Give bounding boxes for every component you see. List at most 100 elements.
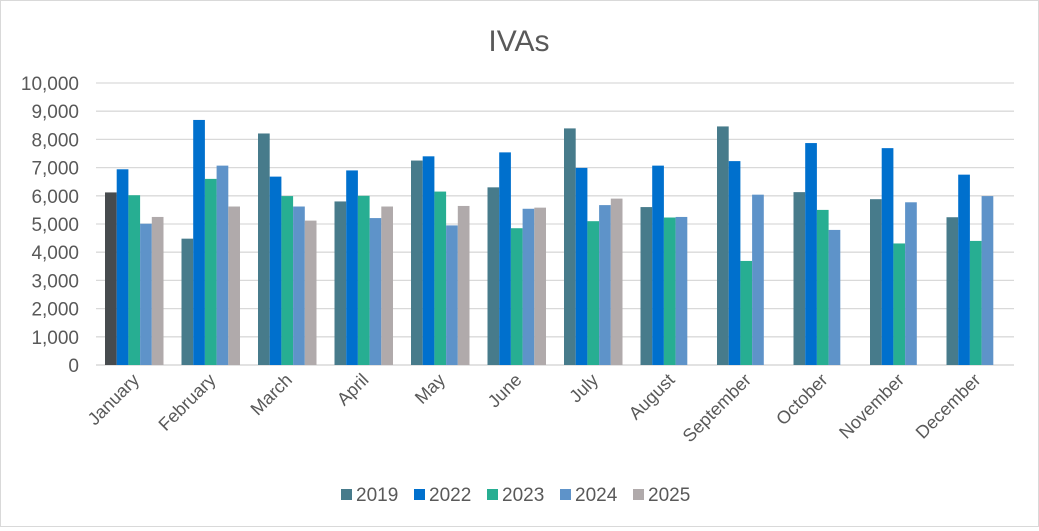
x-axis: January February March April May June July Augu… xyxy=(84,370,985,446)
y-tick-label: 3,000 xyxy=(31,271,79,292)
bar-2023-march[interactable] xyxy=(281,196,294,365)
bar-2019-december[interactable] xyxy=(946,217,959,365)
legend-label: 2023 xyxy=(502,485,544,506)
y-axis: 0 1,000 2,000 3,000 4,000 5,000 6,000 7,000 8,00… xyxy=(21,74,79,377)
bar-2023-february[interactable] xyxy=(204,178,217,365)
bar-2023-june[interactable] xyxy=(510,228,523,365)
legend-swatch xyxy=(633,489,644,500)
bar-2019-march[interactable] xyxy=(258,133,270,365)
bar-2019-may[interactable] xyxy=(411,160,423,365)
bar-2022-march[interactable] xyxy=(269,176,282,365)
bar-2019-september[interactable] xyxy=(717,126,729,365)
bar-2025-july[interactable] xyxy=(610,198,623,365)
y-tick-label: 2,000 xyxy=(31,300,79,321)
bar-2022-december[interactable] xyxy=(958,174,970,365)
bars xyxy=(105,119,994,365)
bar-2023-july[interactable] xyxy=(587,221,600,365)
bar-2023-january[interactable] xyxy=(128,195,141,365)
x-tick-label: March xyxy=(247,370,297,420)
y-tick-label: 0 xyxy=(68,356,79,377)
bar-2022-october[interactable] xyxy=(805,143,817,365)
bar-2024-july[interactable] xyxy=(599,205,611,365)
bar-2019-january[interactable] xyxy=(105,192,117,365)
bar-2022-september[interactable] xyxy=(728,161,741,365)
legend-swatch xyxy=(560,489,571,500)
bar-2025-january[interactable] xyxy=(151,216,164,365)
legend: 2019 2022 2023 2024 2025 xyxy=(341,485,690,506)
x-tick-label: February xyxy=(155,370,220,435)
bar-2019-november[interactable] xyxy=(870,199,882,365)
bar-2023-november[interactable] xyxy=(893,243,906,365)
legend-item-2019: 2019 xyxy=(341,485,398,506)
bar-2024-march[interactable] xyxy=(293,206,305,365)
bar-2022-january[interactable] xyxy=(116,169,129,365)
bar-2024-august[interactable] xyxy=(675,216,688,365)
bar-2024-june[interactable] xyxy=(522,208,535,365)
bar-2022-may[interactable] xyxy=(422,156,435,365)
y-tick-label: 1,000 xyxy=(31,328,79,349)
x-tick-label: May xyxy=(411,370,449,408)
gridlines xyxy=(96,82,1014,366)
y-tick-label: 9,000 xyxy=(31,102,79,123)
legend-swatch xyxy=(341,489,352,500)
bar-2019-april[interactable] xyxy=(334,201,347,365)
x-tick-label: December xyxy=(912,370,985,443)
bar-2024-december[interactable] xyxy=(981,196,994,365)
bar-2023-october[interactable] xyxy=(816,209,829,365)
legend-label: 2025 xyxy=(648,485,690,506)
bar-2023-september[interactable] xyxy=(740,260,753,365)
x-tick-label: June xyxy=(484,370,526,412)
legend-item-2022: 2022 xyxy=(414,485,471,506)
bar-2019-august[interactable] xyxy=(640,207,653,365)
bar-2023-december[interactable] xyxy=(969,240,982,365)
bar-2022-november[interactable] xyxy=(881,148,894,365)
y-tick-label: 8,000 xyxy=(31,130,79,151)
x-tick-label: November xyxy=(835,370,908,443)
bar-2019-february[interactable] xyxy=(181,238,194,365)
bar-2019-june[interactable] xyxy=(487,187,500,365)
bar-2025-june[interactable] xyxy=(534,207,546,365)
y-tick-label: 5,000 xyxy=(31,215,79,236)
legend-swatch xyxy=(414,489,425,500)
bar-2019-october[interactable] xyxy=(793,192,806,365)
x-tick-label: July xyxy=(565,370,602,407)
bar-2025-may[interactable] xyxy=(457,205,470,365)
bar-2024-november[interactable] xyxy=(905,202,917,365)
bar-2022-july[interactable] xyxy=(575,167,588,365)
bar-2025-march[interactable] xyxy=(304,220,317,365)
bar-2024-september[interactable] xyxy=(752,194,764,365)
bar-2023-april[interactable] xyxy=(357,195,370,365)
bar-2024-october[interactable] xyxy=(828,229,841,365)
y-tick-label: 6,000 xyxy=(31,187,79,208)
bar-2022-february[interactable] xyxy=(193,119,205,365)
bar-2022-june[interactable] xyxy=(499,152,511,365)
bar-2024-april[interactable] xyxy=(369,218,382,365)
bar-2025-february[interactable] xyxy=(228,206,240,365)
y-tick-label: 7,000 xyxy=(31,159,79,180)
bar-2024-february[interactable] xyxy=(216,165,229,365)
y-tick-label: 10,000 xyxy=(21,74,79,95)
chart-title: IVAs xyxy=(488,25,549,58)
bar-2022-august[interactable] xyxy=(652,165,664,365)
x-tick-label: January xyxy=(84,370,143,429)
bar-2025-april[interactable] xyxy=(381,206,393,365)
legend-item-2024: 2024 xyxy=(560,485,618,506)
bar-2019-july[interactable] xyxy=(564,128,576,365)
bar-2023-august[interactable] xyxy=(663,217,676,365)
bar-2023-may[interactable] xyxy=(434,191,447,365)
legend-label: 2024 xyxy=(575,485,618,506)
bar-2024-january[interactable] xyxy=(140,223,152,365)
x-tick-label: August xyxy=(625,370,679,424)
legend-item-2025: 2025 xyxy=(633,485,690,506)
x-tick-label: April xyxy=(333,370,373,410)
bar-2022-april[interactable] xyxy=(346,170,358,365)
x-tick-label: September xyxy=(679,370,755,446)
legend-label: 2022 xyxy=(429,485,471,506)
x-tick-label: October xyxy=(772,370,831,429)
legend-swatch xyxy=(487,489,498,500)
legend-label: 2019 xyxy=(356,485,398,506)
bar-2024-may[interactable] xyxy=(446,225,458,365)
y-tick-label: 4,000 xyxy=(31,243,79,264)
